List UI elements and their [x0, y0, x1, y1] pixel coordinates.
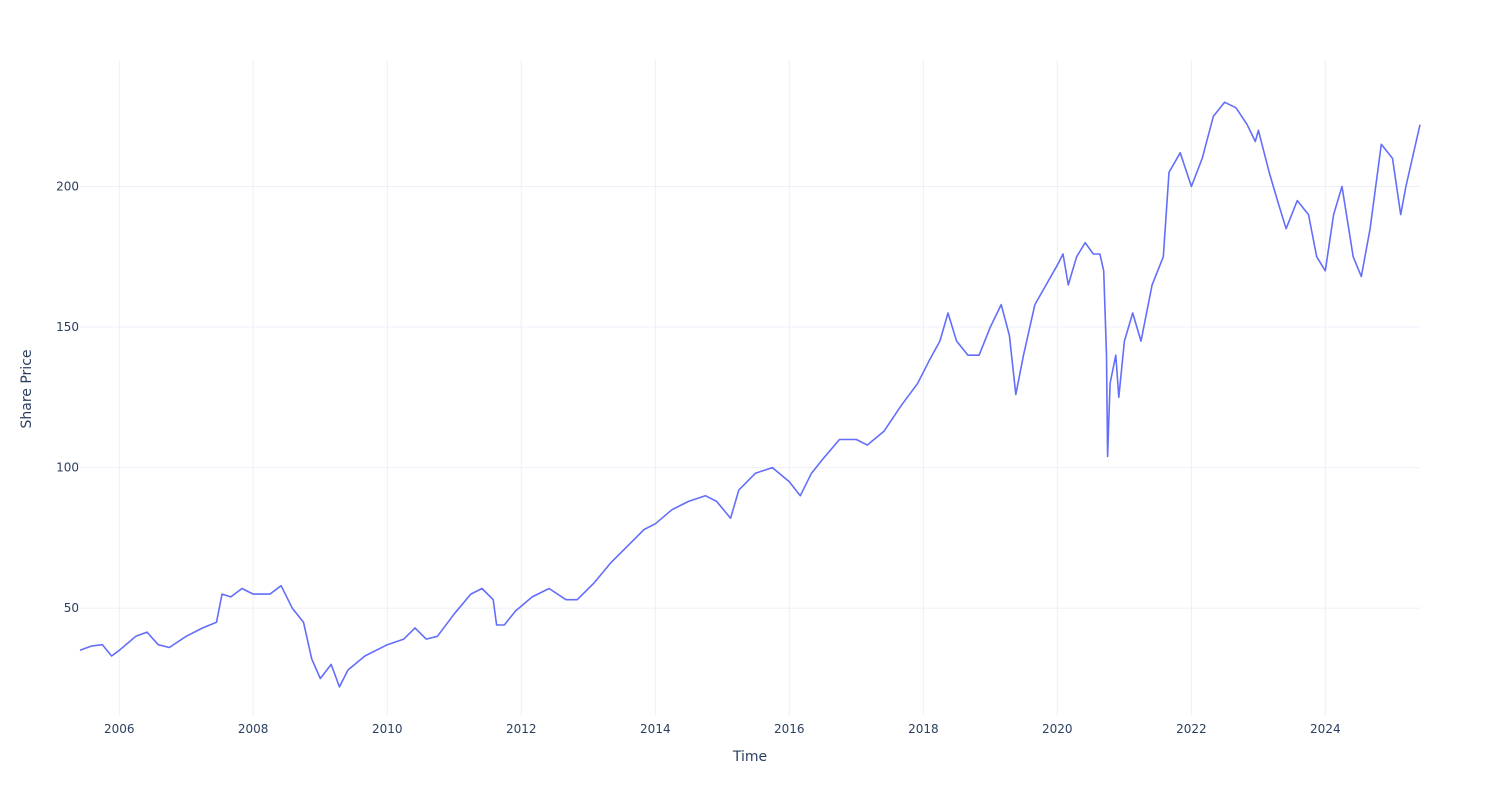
x-tick-label: 2012: [506, 722, 537, 736]
y-axis-ticks: 50 100 150 200: [56, 180, 79, 616]
x-tick-label: 2018: [908, 722, 939, 736]
y-tick-label: 100: [56, 461, 79, 475]
x-tick-label: 2024: [1310, 722, 1341, 736]
y-tick-label: 200: [56, 180, 79, 194]
x-tick-label: 2020: [1042, 722, 1073, 736]
share-price-line: [79, 101, 1421, 688]
x-tick-label: 2008: [238, 722, 269, 736]
plot-background: [80, 60, 1420, 715]
gridlines: [80, 60, 1420, 715]
x-tick-label: 2010: [372, 722, 403, 736]
y-tick-label: 50: [64, 601, 79, 615]
x-axis-ticks: 2006 2008 2010 2012 2014 2016 2018 2020 2022 2024: [104, 722, 1341, 736]
x-axis-title: Time: [732, 749, 767, 765]
y-tick-label: 150: [56, 320, 79, 334]
x-tick-label: 2006: [104, 722, 135, 736]
y-axis-title: Share Price: [19, 349, 35, 428]
x-tick-label: 2016: [774, 722, 805, 736]
x-tick-label: 2014: [640, 722, 671, 736]
series-layer: [79, 101, 1421, 688]
x-tick-label: 2022: [1176, 722, 1207, 736]
